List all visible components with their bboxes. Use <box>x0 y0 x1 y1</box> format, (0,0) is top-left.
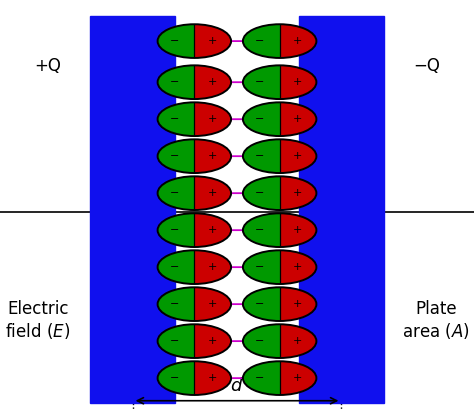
Ellipse shape <box>157 213 231 247</box>
Text: +: + <box>207 299 217 309</box>
Ellipse shape <box>157 324 231 358</box>
Text: Plate
area ($A$): Plate area ($A$) <box>402 300 470 341</box>
Ellipse shape <box>243 213 317 247</box>
Text: +: + <box>292 225 302 235</box>
Text: +: + <box>207 373 217 383</box>
Ellipse shape <box>157 176 231 210</box>
Ellipse shape <box>157 324 231 358</box>
Text: −: − <box>255 262 264 272</box>
Text: −: − <box>255 188 264 198</box>
Ellipse shape <box>157 361 231 395</box>
Text: −: − <box>170 373 179 383</box>
Text: −: − <box>255 336 264 346</box>
Text: +: + <box>292 77 302 87</box>
Ellipse shape <box>243 250 317 284</box>
Ellipse shape <box>157 250 231 284</box>
Text: +: + <box>207 151 217 161</box>
Text: −: − <box>170 77 179 87</box>
Ellipse shape <box>243 176 317 210</box>
Text: −: − <box>170 299 179 309</box>
Text: −: − <box>170 336 179 346</box>
Ellipse shape <box>157 24 231 58</box>
Ellipse shape <box>157 65 231 99</box>
Text: −: − <box>255 299 264 309</box>
Ellipse shape <box>157 139 231 173</box>
Ellipse shape <box>243 24 317 58</box>
Ellipse shape <box>243 361 317 395</box>
Text: Electric
field ($E$): Electric field ($E$) <box>5 300 71 341</box>
Ellipse shape <box>243 287 317 321</box>
Text: +: + <box>207 36 217 46</box>
Text: −: − <box>255 225 264 235</box>
Text: −: − <box>170 114 179 124</box>
Text: −: − <box>255 36 264 46</box>
Ellipse shape <box>243 324 317 358</box>
Text: −: − <box>255 77 264 87</box>
Text: +: + <box>207 262 217 272</box>
Text: +Q: +Q <box>34 57 61 75</box>
Text: −: − <box>170 188 179 198</box>
Text: +: + <box>292 151 302 161</box>
Text: +: + <box>292 36 302 46</box>
Ellipse shape <box>243 361 317 395</box>
Ellipse shape <box>243 287 317 321</box>
Text: +: + <box>207 77 217 87</box>
Text: −: − <box>170 151 179 161</box>
Ellipse shape <box>157 213 231 247</box>
Ellipse shape <box>243 250 317 284</box>
Ellipse shape <box>243 139 317 173</box>
Text: −: − <box>170 225 179 235</box>
Ellipse shape <box>243 324 317 358</box>
Ellipse shape <box>243 24 317 58</box>
Text: −: − <box>255 114 264 124</box>
Bar <box>299 16 384 403</box>
Text: +: + <box>292 114 302 124</box>
Ellipse shape <box>243 102 317 136</box>
Ellipse shape <box>243 139 317 173</box>
Text: +: + <box>292 299 302 309</box>
Ellipse shape <box>243 65 317 99</box>
Text: −Q: −Q <box>413 57 440 75</box>
Ellipse shape <box>157 102 231 136</box>
Ellipse shape <box>157 139 231 173</box>
Text: +: + <box>292 188 302 198</box>
Bar <box>90 16 175 403</box>
Ellipse shape <box>157 361 231 395</box>
Ellipse shape <box>243 176 317 210</box>
Ellipse shape <box>157 65 231 99</box>
Text: −: − <box>170 36 179 46</box>
Ellipse shape <box>243 65 317 99</box>
Text: +: + <box>292 336 302 346</box>
Ellipse shape <box>157 250 231 284</box>
Text: −: − <box>255 373 264 383</box>
Text: +: + <box>207 225 217 235</box>
Ellipse shape <box>157 287 231 321</box>
Ellipse shape <box>157 102 231 136</box>
Text: +: + <box>207 188 217 198</box>
Ellipse shape <box>157 287 231 321</box>
Text: +: + <box>207 114 217 124</box>
Ellipse shape <box>157 176 231 210</box>
Text: +: + <box>292 373 302 383</box>
Text: $d$: $d$ <box>230 377 244 395</box>
Text: +: + <box>292 262 302 272</box>
Ellipse shape <box>243 213 317 247</box>
Ellipse shape <box>157 24 231 58</box>
Ellipse shape <box>243 102 317 136</box>
Text: −: − <box>255 151 264 161</box>
Text: −: − <box>170 262 179 272</box>
Text: +: + <box>207 336 217 346</box>
